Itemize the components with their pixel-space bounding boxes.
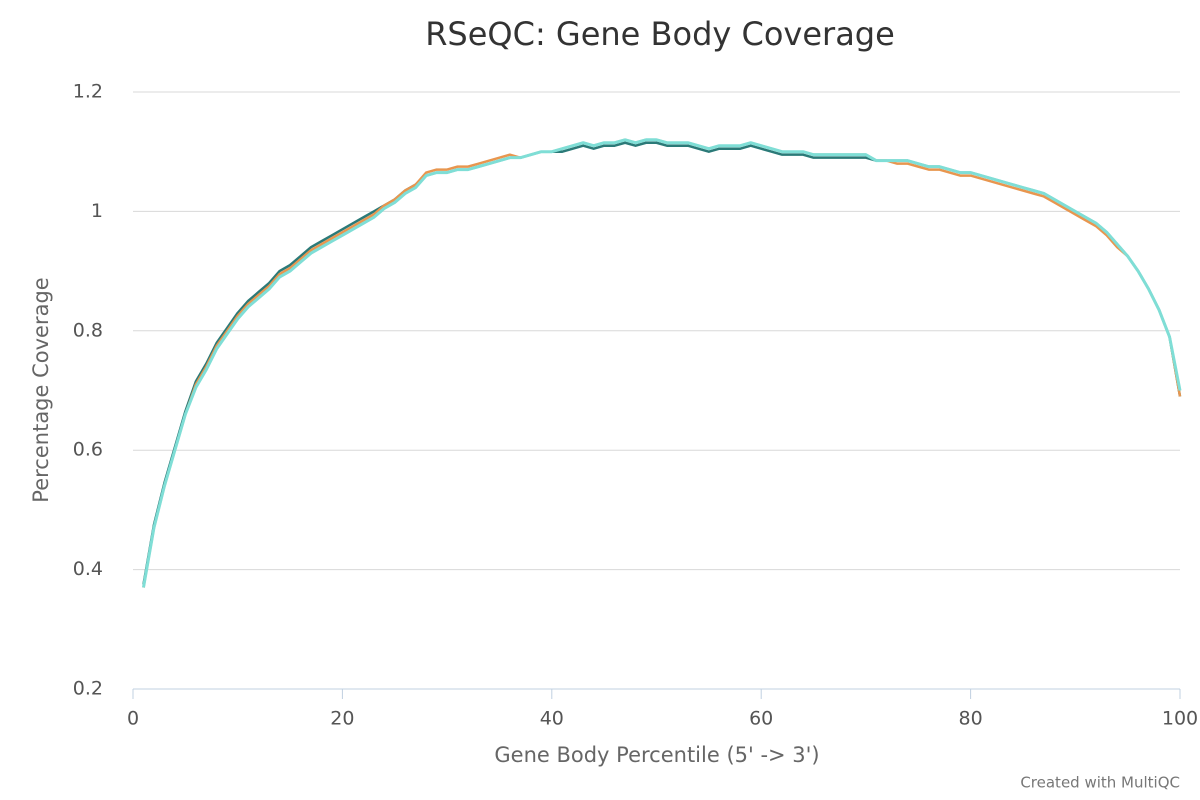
y-tick-label: 0.8 xyxy=(73,319,103,341)
y-tick-label: 1 xyxy=(91,200,103,222)
y-tick-label: 1.2 xyxy=(73,81,103,103)
x-tick-label: 60 xyxy=(749,708,773,730)
x-tick-label: 40 xyxy=(540,708,564,730)
y-tick-label: 0.6 xyxy=(73,439,103,461)
y-tick-label: 0.2 xyxy=(73,678,103,700)
y-tick-label: 0.4 xyxy=(73,558,103,580)
series-line xyxy=(141,138,1182,588)
x-tick-label: 80 xyxy=(959,708,983,730)
chart-title: RSeQC: Gene Body Coverage xyxy=(425,15,895,53)
series-line xyxy=(142,138,1182,588)
x-tick-label: 100 xyxy=(1162,708,1198,730)
x-tick-label: 0 xyxy=(127,708,139,730)
lines xyxy=(141,138,1182,588)
y-axis-title: Percentage Coverage xyxy=(29,277,53,502)
grid xyxy=(132,91,1181,699)
series-line xyxy=(142,141,1182,585)
credit: Created with MultiQC xyxy=(1020,774,1180,792)
x-axis-title: Gene Body Percentile (5' -> 3') xyxy=(494,743,819,767)
x-tick-label: 20 xyxy=(330,708,354,730)
